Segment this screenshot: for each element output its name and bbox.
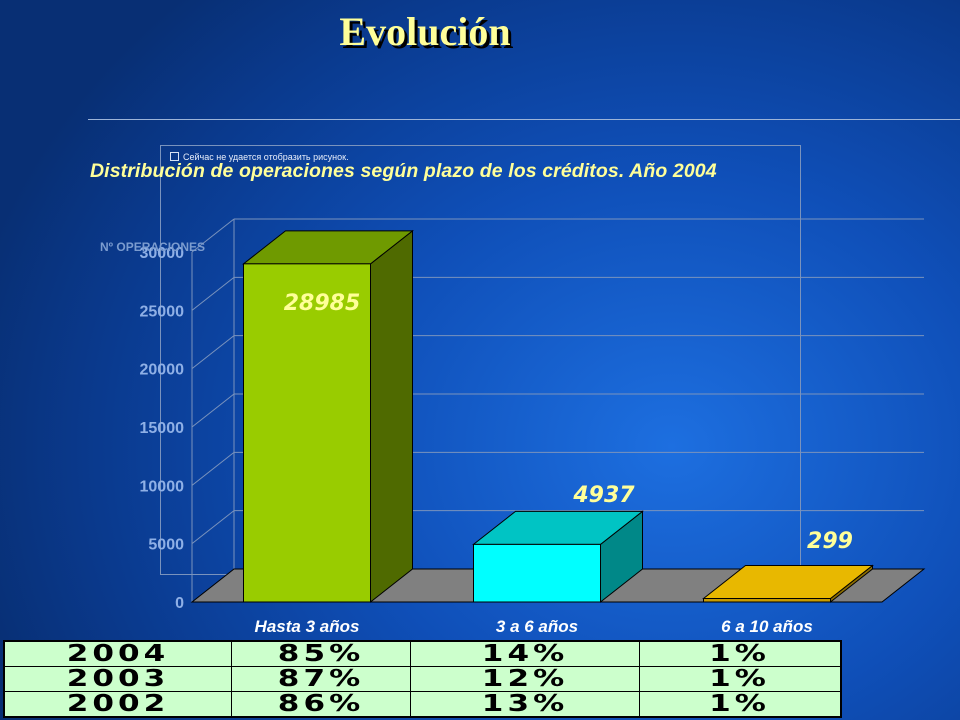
table-cell: 2004 xyxy=(3,640,232,667)
gridline-side xyxy=(191,510,235,545)
bar-1 xyxy=(242,229,414,604)
table-cell-text: 12% xyxy=(481,666,569,692)
bar-front xyxy=(473,543,601,603)
y-tick-label: 5000 xyxy=(148,537,184,554)
table-cell: 2002 xyxy=(3,691,232,718)
value-axis: 0 5000 10000 15000 20000 25000 30000 xyxy=(140,245,185,612)
data-label: 299 xyxy=(807,529,853,554)
y-tick-label: 10000 xyxy=(140,478,185,495)
table-cell: 86% xyxy=(231,691,411,718)
table-cell-text: 1% xyxy=(709,641,771,667)
table-cell-text: 2002 xyxy=(66,691,170,717)
slide-title: Evolución xyxy=(339,9,511,54)
bar-front xyxy=(243,263,371,603)
data-labels: 28985 4937 299 xyxy=(284,291,853,554)
share-table: 2004 85% 14% 1% 2003 87% 12% 1% 2002 86% 13% 1% xyxy=(3,640,842,718)
broken-image-text: Сейчас не удается отобразить рисунок. xyxy=(183,152,349,162)
table-cell-text: 87% xyxy=(277,666,365,692)
data-label: 4937 xyxy=(572,483,635,508)
table-row: 2003 87% 12% 1% xyxy=(3,666,842,692)
table-cell: 87% xyxy=(231,666,411,692)
table-cell: 13% xyxy=(410,691,640,718)
bar-2 xyxy=(472,510,644,604)
category-label: Hasta 3 años xyxy=(255,617,360,636)
table-cell-text: 1% xyxy=(709,691,771,717)
table-cell-text: 85% xyxy=(277,641,365,667)
category-label: 6 a 10 años xyxy=(721,617,813,636)
bar-front xyxy=(703,598,831,603)
table-cell: 2003 xyxy=(3,666,232,692)
title-divider xyxy=(88,119,960,120)
table-cell-text: 86% xyxy=(277,691,365,717)
chart-title: Distribución de operaciones según plazo … xyxy=(90,160,717,182)
gridline-side xyxy=(191,218,235,253)
table-cell: 1% xyxy=(639,640,842,667)
table-cell: 85% xyxy=(231,640,411,667)
table-row: 2004 85% 14% 1% xyxy=(3,640,842,667)
category-labels: Hasta 3 años 3 a 6 años 6 a 10 años xyxy=(255,617,813,636)
table-cell: 1% xyxy=(639,691,842,718)
broken-image-placeholder: Сейчас не удается отобразить рисунок. xyxy=(170,152,349,162)
broken-image-icon xyxy=(170,152,179,161)
bar-side xyxy=(370,229,413,604)
y-tick-label: 30000 xyxy=(140,245,185,262)
y-tick-label: 20000 xyxy=(140,362,185,379)
data-label: 28985 xyxy=(284,291,361,316)
table-cell-text: 14% xyxy=(481,641,569,667)
bar-3 xyxy=(702,564,874,604)
table-cell: 12% xyxy=(410,666,640,692)
gridline-side xyxy=(191,276,235,311)
table-cell-text: 2003 xyxy=(66,666,170,692)
table-cell: 1% xyxy=(639,666,842,692)
table-cell: 14% xyxy=(410,640,640,667)
gridline-side xyxy=(191,451,235,486)
gridline-side xyxy=(191,335,235,370)
table-row: 2002 86% 13% 1% xyxy=(3,691,842,718)
bars xyxy=(242,229,874,604)
bar-chart: 0 5000 10000 15000 20000 25000 30000 28985 4937… xyxy=(139,218,926,636)
y-tick-label: 25000 xyxy=(140,303,185,320)
table-cell-text: 2004 xyxy=(66,641,170,667)
y-tick-label: 0 xyxy=(175,595,184,612)
category-label: 3 a 6 años xyxy=(496,617,578,636)
y-axis-label: Nº OPERACIONES xyxy=(100,240,206,254)
gridline-side xyxy=(191,393,235,428)
table-cell-text: 1% xyxy=(709,666,771,692)
table-cell-text: 13% xyxy=(481,691,569,717)
y-tick-label: 15000 xyxy=(140,420,185,437)
